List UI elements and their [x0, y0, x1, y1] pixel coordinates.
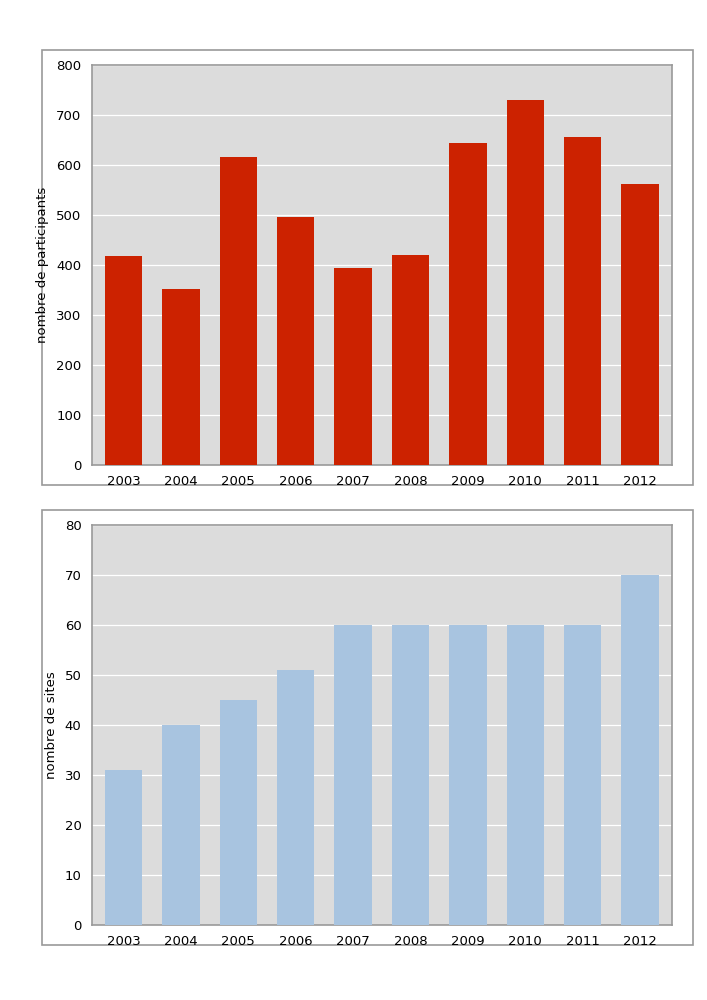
Bar — [564, 136, 602, 465]
Bar — [105, 770, 142, 925]
Bar — [449, 625, 486, 925]
Bar — [220, 700, 257, 925]
Bar — [507, 625, 544, 925]
Bar — [449, 142, 486, 465]
Bar — [162, 725, 199, 925]
Bar — [162, 288, 199, 465]
Bar — [220, 156, 257, 465]
Y-axis label: nombre de participants: nombre de participants — [36, 187, 49, 343]
Bar — [507, 100, 544, 465]
Bar — [564, 625, 602, 925]
Bar — [277, 217, 315, 465]
Bar — [392, 255, 429, 465]
Bar — [334, 625, 372, 925]
Bar — [334, 267, 372, 465]
Bar — [392, 625, 429, 925]
Bar — [621, 184, 659, 465]
Bar — [105, 256, 142, 465]
Y-axis label: nombre de sites: nombre de sites — [45, 671, 58, 779]
Bar — [621, 575, 659, 925]
Bar — [277, 670, 315, 925]
